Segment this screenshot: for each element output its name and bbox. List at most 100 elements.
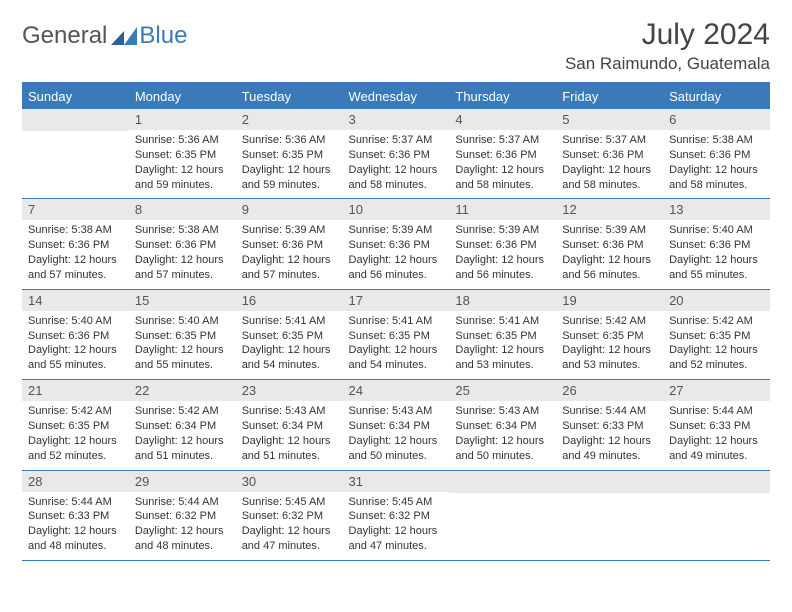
daylight-text: Daylight: 12 hours and 53 minutes. <box>455 343 550 373</box>
sunrise-text: Sunrise: 5:36 AM <box>135 133 230 148</box>
sunset-text: Sunset: 6:35 PM <box>562 329 657 344</box>
day-number: 17 <box>343 290 450 311</box>
day-data: Sunrise: 5:42 AMSunset: 6:35 PMDaylight:… <box>663 311 770 379</box>
sunrise-text: Sunrise: 5:37 AM <box>455 133 550 148</box>
sunrise-text: Sunrise: 5:39 AM <box>242 223 337 238</box>
week-row: 14Sunrise: 5:40 AMSunset: 6:36 PMDayligh… <box>22 289 770 379</box>
day-data: Sunrise: 5:38 AMSunset: 6:36 PMDaylight:… <box>22 220 129 288</box>
day-cell: 19Sunrise: 5:42 AMSunset: 6:35 PMDayligh… <box>556 289 663 379</box>
sunrise-text: Sunrise: 5:37 AM <box>562 133 657 148</box>
sunset-text: Sunset: 6:33 PM <box>562 419 657 434</box>
sunrise-text: Sunrise: 5:41 AM <box>349 314 444 329</box>
day-number: 3 <box>343 109 450 130</box>
day-data: Sunrise: 5:41 AMSunset: 6:35 PMDaylight:… <box>236 311 343 379</box>
sunset-text: Sunset: 6:36 PM <box>455 148 550 163</box>
daylight-text: Daylight: 12 hours and 55 minutes. <box>28 343 123 373</box>
daylight-text: Daylight: 12 hours and 56 minutes. <box>562 253 657 283</box>
day-cell: 14Sunrise: 5:40 AMSunset: 6:36 PMDayligh… <box>22 289 129 379</box>
sunset-text: Sunset: 6:36 PM <box>28 329 123 344</box>
daylight-text: Daylight: 12 hours and 49 minutes. <box>562 434 657 464</box>
daylight-text: Daylight: 12 hours and 57 minutes. <box>242 253 337 283</box>
daylight-text: Daylight: 12 hours and 55 minutes. <box>135 343 230 373</box>
sunrise-text: Sunrise: 5:43 AM <box>455 404 550 419</box>
day-cell: 17Sunrise: 5:41 AMSunset: 6:35 PMDayligh… <box>343 289 450 379</box>
sunrise-text: Sunrise: 5:39 AM <box>562 223 657 238</box>
daylight-text: Daylight: 12 hours and 56 minutes. <box>349 253 444 283</box>
dayhead-friday: Friday <box>556 83 663 109</box>
sunset-text: Sunset: 6:36 PM <box>349 238 444 253</box>
flag-icon <box>111 27 137 45</box>
daylight-text: Daylight: 12 hours and 49 minutes. <box>669 434 764 464</box>
sunset-text: Sunset: 6:35 PM <box>242 148 337 163</box>
day-data: Sunrise: 5:36 AMSunset: 6:35 PMDaylight:… <box>236 130 343 198</box>
day-cell: 11Sunrise: 5:39 AMSunset: 6:36 PMDayligh… <box>449 199 556 289</box>
day-cell: 20Sunrise: 5:42 AMSunset: 6:35 PMDayligh… <box>663 289 770 379</box>
sunset-text: Sunset: 6:36 PM <box>562 238 657 253</box>
day-data: Sunrise: 5:37 AMSunset: 6:36 PMDaylight:… <box>449 130 556 198</box>
daylight-text: Daylight: 12 hours and 56 minutes. <box>455 253 550 283</box>
day-data: Sunrise: 5:42 AMSunset: 6:35 PMDaylight:… <box>556 311 663 379</box>
dayhead-saturday: Saturday <box>663 83 770 109</box>
sunrise-text: Sunrise: 5:37 AM <box>349 133 444 148</box>
day-cell: 2Sunrise: 5:36 AMSunset: 6:35 PMDaylight… <box>236 109 343 199</box>
day-data <box>22 131 129 195</box>
day-data: Sunrise: 5:45 AMSunset: 6:32 PMDaylight:… <box>236 492 343 560</box>
dayhead-thursday: Thursday <box>449 83 556 109</box>
calendar-body: 1Sunrise: 5:36 AMSunset: 6:35 PMDaylight… <box>22 109 770 560</box>
day-data: Sunrise: 5:41 AMSunset: 6:35 PMDaylight:… <box>449 311 556 379</box>
day-header-row: Sunday Monday Tuesday Wednesday Thursday… <box>22 83 770 109</box>
calendar-table: Sunday Monday Tuesday Wednesday Thursday… <box>22 82 770 561</box>
day-cell: 9Sunrise: 5:39 AMSunset: 6:36 PMDaylight… <box>236 199 343 289</box>
day-cell: 3 Sunrise: 5:37 AMSunset: 6:36 PMDaylight… <box>343 109 450 199</box>
day-cell: 12Sunrise: 5:39 AMSunset: 6:36 PMDayligh… <box>556 199 663 289</box>
sunset-text: Sunset: 6:36 PM <box>669 238 764 253</box>
day-number: 4 <box>449 109 556 130</box>
sunset-text: Sunset: 6:36 PM <box>349 148 444 163</box>
week-row: 7Sunrise: 5:38 AMSunset: 6:36 PMDaylight… <box>22 199 770 289</box>
day-number: 8 <box>129 199 236 220</box>
daylight-text: Daylight: 12 hours and 52 minutes. <box>669 343 764 373</box>
day-data <box>449 493 556 557</box>
day-cell: 30Sunrise: 5:45 AMSunset: 6:32 PMDayligh… <box>236 470 343 560</box>
day-number <box>22 109 129 131</box>
sunrise-text: Sunrise: 5:39 AM <box>349 223 444 238</box>
title-block: July 2024 San Raimundo, Guatemala <box>565 18 770 74</box>
day-data: Sunrise: 5:42 AMSunset: 6:34 PMDaylight:… <box>129 401 236 469</box>
day-cell: 10Sunrise: 5:39 AMSunset: 6:36 PMDayligh… <box>343 199 450 289</box>
week-row: 21Sunrise: 5:42 AMSunset: 6:35 PMDayligh… <box>22 380 770 470</box>
daylight-text: Daylight: 12 hours and 55 minutes. <box>669 253 764 283</box>
day-data: Sunrise: 5:37 AMSunset: 6:36 PMDaylight:… <box>556 130 663 198</box>
sunset-text: Sunset: 6:35 PM <box>135 148 230 163</box>
day-number: 21 <box>22 380 129 401</box>
sunset-text: Sunset: 6:33 PM <box>28 509 123 524</box>
sunrise-text: Sunrise: 5:42 AM <box>28 404 123 419</box>
day-data: Sunrise: 5:40 AMSunset: 6:36 PMDaylight:… <box>663 220 770 288</box>
sunset-text: Sunset: 6:33 PM <box>669 419 764 434</box>
sunrise-text: Sunrise: 5:40 AM <box>28 314 123 329</box>
sunset-text: Sunset: 6:36 PM <box>562 148 657 163</box>
day-data: Sunrise: 5:45 AMSunset: 6:32 PMDaylight:… <box>343 492 450 560</box>
daylight-text: Daylight: 12 hours and 58 minutes. <box>349 163 444 193</box>
day-data: Sunrise: 5:42 AMSunset: 6:35 PMDaylight:… <box>22 401 129 469</box>
page-title: July 2024 <box>565 18 770 52</box>
sunrise-text: Sunrise: 5:41 AM <box>242 314 337 329</box>
sunset-text: Sunset: 6:35 PM <box>669 329 764 344</box>
logo-text-blue: Blue <box>139 22 187 50</box>
day-data <box>556 493 663 557</box>
daylight-text: Daylight: 12 hours and 51 minutes. <box>242 434 337 464</box>
day-number: 1 <box>129 109 236 130</box>
day-data: Sunrise: 5:39 AMSunset: 6:36 PMDaylight:… <box>556 220 663 288</box>
day-cell: 5Sunrise: 5:37 AMSunset: 6:36 PMDaylight… <box>556 109 663 199</box>
day-cell: 13Sunrise: 5:40 AMSunset: 6:36 PMDayligh… <box>663 199 770 289</box>
day-number: 7 <box>22 199 129 220</box>
day-data <box>663 493 770 557</box>
sunset-text: Sunset: 6:34 PM <box>135 419 230 434</box>
day-data: Sunrise: 5:44 AMSunset: 6:33 PMDaylight:… <box>556 401 663 469</box>
sunrise-text: Sunrise: 5:39 AM <box>455 223 550 238</box>
header: General Blue July 2024 San Raimundo, Gua… <box>22 18 770 74</box>
day-number: 2 <box>236 109 343 130</box>
day-cell: 31Sunrise: 5:45 AMSunset: 6:32 PMDayligh… <box>343 470 450 560</box>
sunrise-text: Sunrise: 5:42 AM <box>562 314 657 329</box>
daylight-text: Daylight: 12 hours and 57 minutes. <box>28 253 123 283</box>
location-label: San Raimundo, Guatemala <box>565 54 770 74</box>
